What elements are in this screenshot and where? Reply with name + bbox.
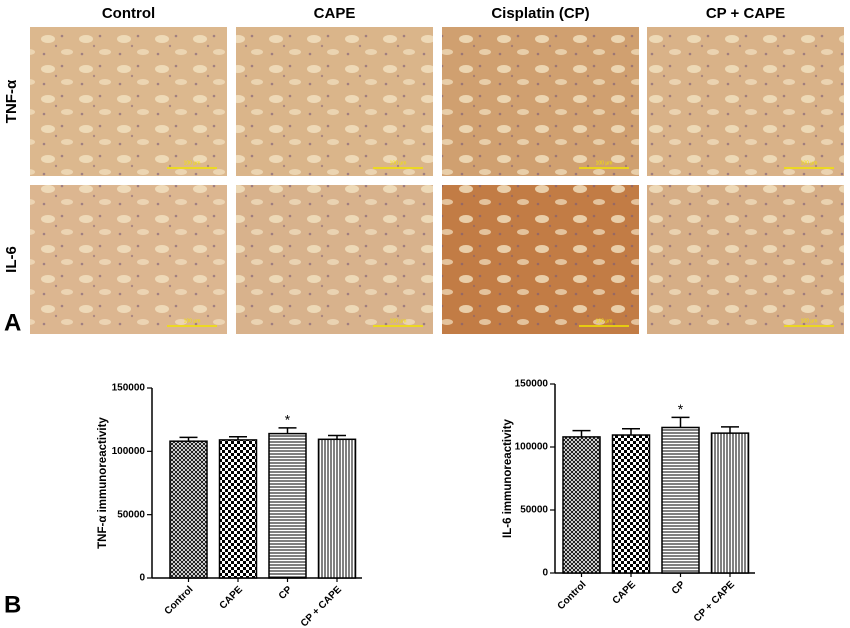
panel-label: A <box>4 309 21 336</box>
scale-bar-label: 100 μm <box>390 160 407 166</box>
x-tick-label: CAPE <box>218 584 246 612</box>
y-tick-label: 100000 <box>515 442 549 453</box>
x-tick-label: CP + CAPE <box>299 584 344 628</box>
y-axis-label: TNF-α immunoreactivity <box>97 417 109 549</box>
column-header: Control <box>102 5 155 22</box>
row-label: TNF-α <box>3 79 20 123</box>
micrograph-texture <box>236 27 433 176</box>
bar <box>562 436 601 574</box>
micrograph-texture <box>647 27 844 176</box>
micrograph-texture <box>442 27 639 176</box>
micrograph-texture <box>647 185 844 334</box>
micrograph-texture <box>236 185 433 334</box>
y-tick-label: 0 <box>542 568 548 579</box>
row-label: IL-6 <box>3 246 20 273</box>
bar <box>169 440 208 579</box>
y-tick-label: 100000 <box>112 446 146 457</box>
scale-bar-label: 100 μm <box>184 160 201 166</box>
bar <box>611 434 651 574</box>
bar <box>661 426 700 574</box>
y-axis-label: IL-6 immunoreactivity <box>502 418 514 537</box>
column-header: Cisplatin (CP) <box>491 5 589 22</box>
scale-bar-label: 100 μm <box>596 318 613 324</box>
bar <box>317 438 357 579</box>
x-tick-label: CP <box>670 579 688 597</box>
y-tick-label: 50000 <box>520 505 548 516</box>
micrograph-texture <box>442 185 639 334</box>
x-tick-label: Control <box>163 584 196 617</box>
annotation: * <box>285 412 291 428</box>
x-tick-label: CAPE <box>611 579 639 607</box>
micrograph-texture <box>30 27 227 176</box>
bar <box>268 432 307 579</box>
scale-bar-label: 100 μm <box>801 160 818 166</box>
x-tick-label: CP <box>277 584 295 602</box>
bar <box>218 439 258 579</box>
scale-bar-label: 100 μm <box>801 318 818 324</box>
column-header: CAPE <box>314 5 356 22</box>
annotation: * <box>678 401 684 417</box>
panel-label: B <box>4 591 21 618</box>
micrograph-texture <box>30 185 227 334</box>
y-tick-label: 0 <box>139 573 145 584</box>
column-header: CP + CAPE <box>706 5 785 22</box>
scale-bar-label: 100 μm <box>596 160 613 166</box>
scale-bar-label: 100 μm <box>390 318 407 324</box>
y-tick-label: 50000 <box>117 509 145 520</box>
bar <box>710 432 750 574</box>
y-tick-label: 150000 <box>515 379 549 390</box>
y-tick-label: 150000 <box>112 383 146 394</box>
x-tick-label: CP + CAPE <box>692 579 737 624</box>
scale-bar-label: 100 μm <box>184 318 201 324</box>
x-tick-label: Control <box>556 579 589 612</box>
